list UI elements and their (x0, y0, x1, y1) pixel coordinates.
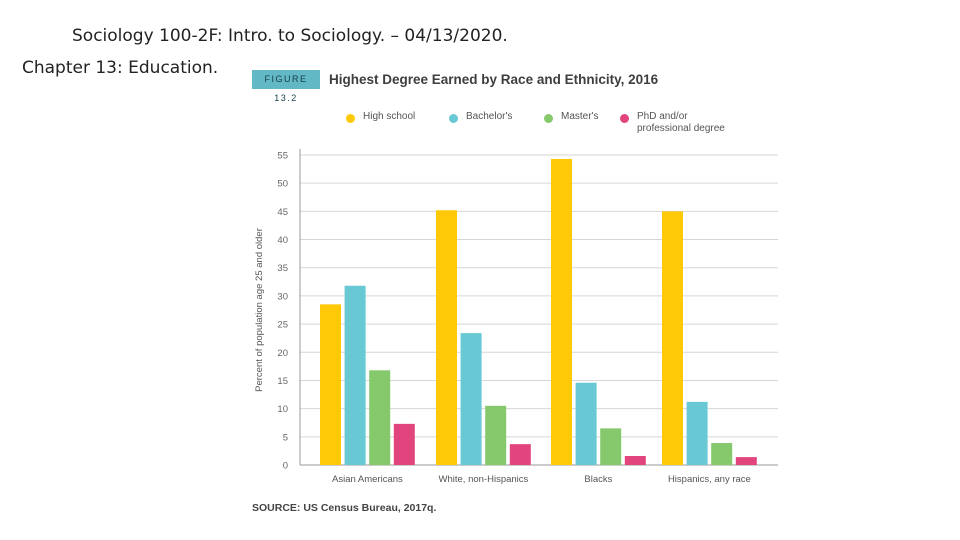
y-axis-label: Percent of population age 25 and older (254, 228, 265, 392)
legend-item-bachelors: Bachelor's (449, 111, 512, 123)
legend-label-masters: Master's (561, 111, 599, 122)
y-tick-label: 25 (277, 320, 288, 331)
legend-item-phd: PhD and/or professional degree (620, 111, 742, 135)
y-tick-label: 5 (283, 432, 288, 443)
legend-swatch-high-school (346, 114, 355, 123)
legend-swatch-masters (544, 114, 553, 123)
legend-label-phd: PhD and/or professional degree (637, 111, 725, 134)
slide-title: Sociology 100-2F: Intro. to Sociology. –… (72, 26, 508, 46)
bar-masters (369, 370, 391, 465)
bar-masters (485, 405, 507, 465)
bar-high-school (320, 304, 341, 465)
legend-item-masters: Master's (544, 111, 598, 123)
y-tick-label: 50 (277, 179, 288, 190)
x-category-label: Blacks (584, 474, 612, 485)
legend-item-high-school: High school (346, 111, 415, 123)
bar-bachelors (686, 401, 708, 465)
y-tick-label: 15 (277, 376, 288, 387)
bar-bachelors (460, 333, 482, 465)
figure-title: Highest Degree Earned by Race and Ethnic… (329, 72, 659, 87)
y-tick-label: 10 (277, 404, 288, 415)
bar-bachelors (344, 285, 366, 465)
bar-masters (600, 428, 622, 465)
y-tick-label: 55 (277, 151, 288, 162)
legend-label-bachelors: Bachelor's (466, 111, 513, 122)
bar-phd (509, 444, 531, 465)
bar-phd (393, 423, 415, 465)
chart-legend: High school Bachelor's Master's PhD and/… (0, 111, 960, 141)
y-tick-label: 20 (277, 348, 288, 359)
y-tick-label: 35 (277, 263, 288, 274)
bar-high-school (662, 211, 683, 465)
slide-subtitle: Chapter 13: Education. (22, 58, 219, 78)
bar-high-school (436, 210, 457, 465)
legend-swatch-bachelors (449, 114, 458, 123)
legend-label-high-school: High school (363, 111, 416, 122)
bar-phd (624, 455, 646, 465)
x-category-label: White, non-Hispanics (439, 474, 529, 485)
bar-bachelors (575, 382, 597, 465)
legend-swatch-phd (620, 114, 629, 123)
bar-phd (735, 457, 757, 465)
x-category-label: Hispanics, any race (668, 474, 751, 485)
y-tick-label: 0 (283, 461, 288, 472)
y-tick-label: 40 (277, 235, 288, 246)
bar-masters (711, 443, 733, 465)
y-tick-label: 30 (277, 291, 288, 302)
x-category-label: Asian Americans (332, 474, 403, 485)
figure-tag: FIGURE 13.2 (252, 70, 320, 103)
bar-high-school (551, 158, 572, 466)
figure-source: SOURCE: US Census Bureau, 2017q. (252, 502, 437, 514)
y-tick-label: 45 (277, 207, 288, 218)
